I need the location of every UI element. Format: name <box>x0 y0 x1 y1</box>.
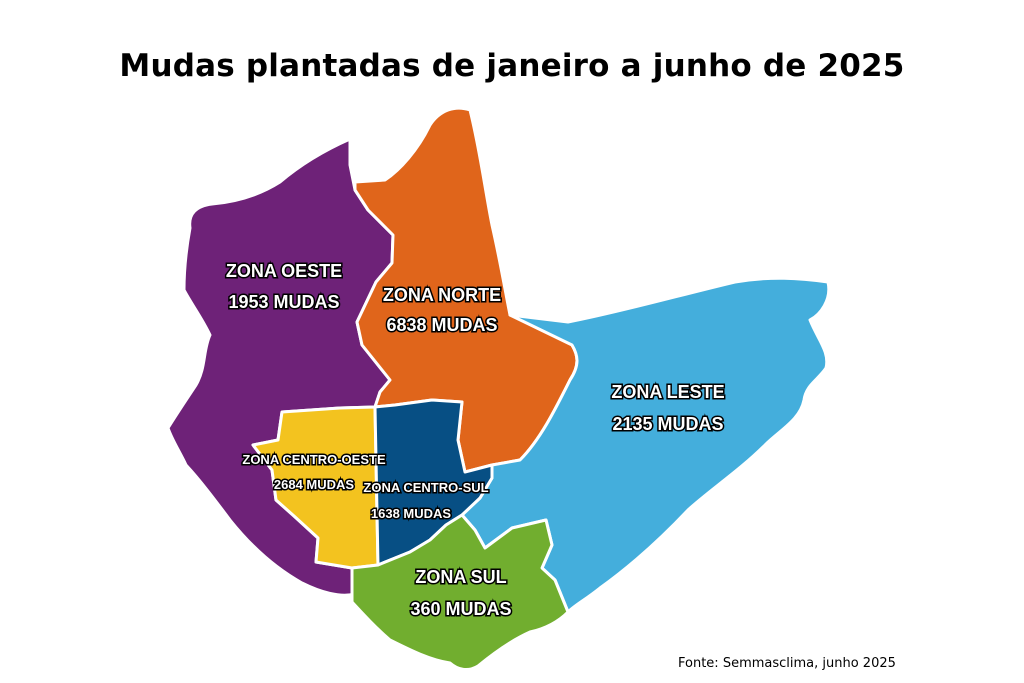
zone-oeste-name: ZONA OESTE <box>226 261 342 281</box>
zone-sul-name: ZONA SUL <box>415 567 506 587</box>
zone-centro-sul-name: ZONA CENTRO-SUL <box>363 480 488 495</box>
zone-centro-sul-value: 1638 MUDAS <box>371 506 452 521</box>
zone-leste-region[interactable] <box>460 276 831 614</box>
zone-leste-value: 2135 MUDAS <box>612 414 723 434</box>
source-note: Fonte: Semmasclima, junho 2025 <box>678 656 896 671</box>
zone-sul-region[interactable] <box>350 513 570 672</box>
zone-sul-value: 360 MUDAS <box>410 599 511 619</box>
zone-norte-name: ZONA NORTE <box>383 285 501 305</box>
zone-centro-oeste-value: 2684 MUDAS <box>274 477 355 492</box>
zone-centro-oeste-name: ZONA CENTRO-OESTE <box>242 452 386 467</box>
zone-norte-value: 6838 MUDAS <box>386 315 497 335</box>
zone-oeste-value: 1953 MUDAS <box>228 292 339 312</box>
zone-leste-name: ZONA LESTE <box>611 382 724 402</box>
map-title: Mudas plantadas de janeiro a junho de 20… <box>119 48 905 84</box>
